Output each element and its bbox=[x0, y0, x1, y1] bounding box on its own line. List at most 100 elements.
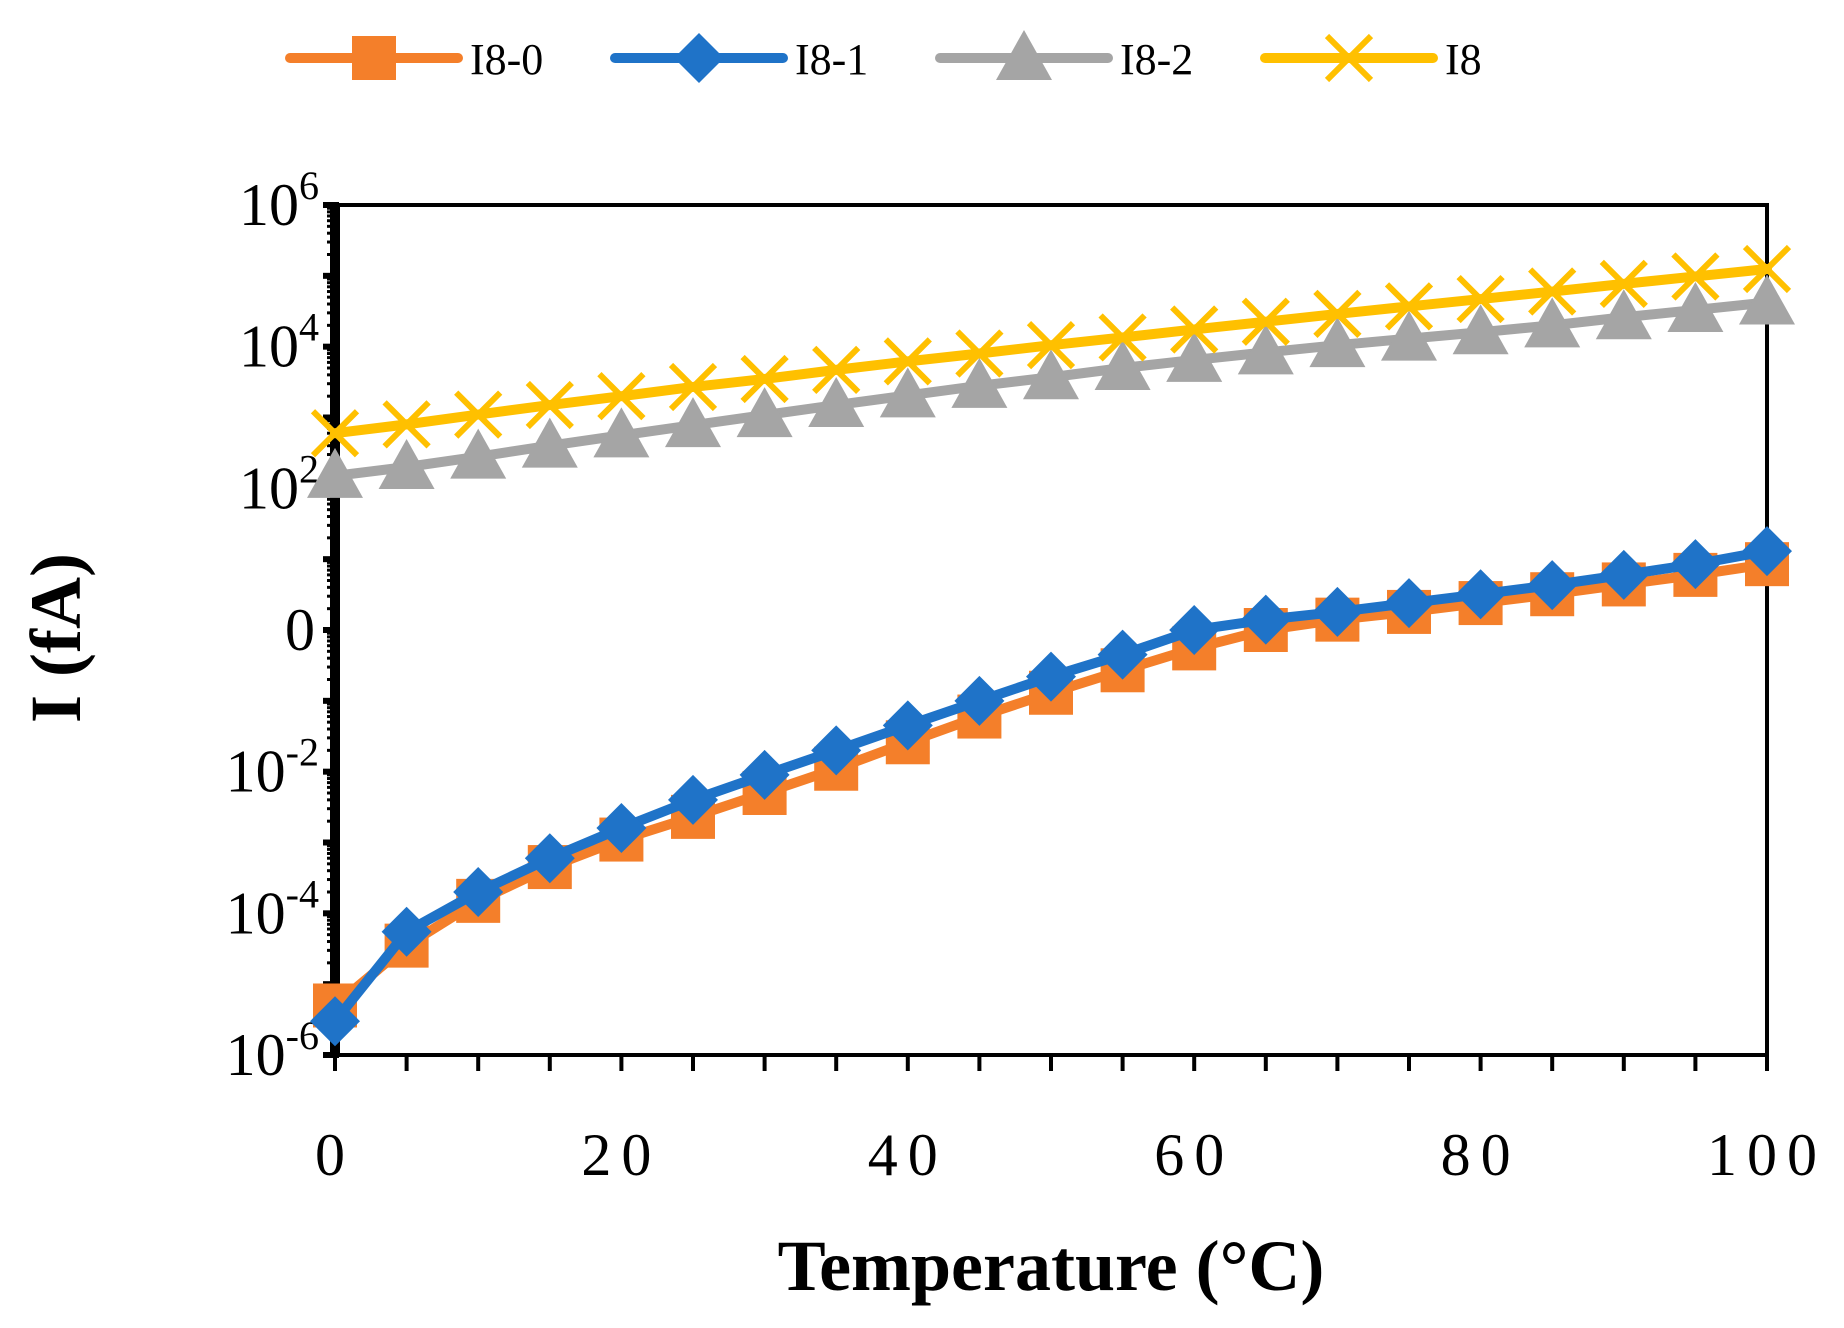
data-point bbox=[593, 407, 650, 458]
data-point bbox=[1671, 252, 1720, 301]
y-tick-label: 0 bbox=[285, 597, 315, 663]
legend-item-i8: I8 bbox=[1260, 33, 1482, 84]
data-point bbox=[882, 700, 933, 751]
legend-swatch-marker bbox=[674, 33, 724, 83]
data-point bbox=[524, 833, 575, 884]
data-point bbox=[739, 749, 790, 800]
data-point bbox=[1452, 304, 1509, 355]
data-point bbox=[310, 409, 360, 458]
data-point bbox=[1739, 274, 1795, 325]
y-tick-label: 102 bbox=[239, 446, 319, 521]
data-point bbox=[1026, 651, 1076, 702]
data-point bbox=[450, 428, 507, 479]
y-axis-title: I (fA) bbox=[16, 553, 96, 723]
legend-item-i8-0: I8-0 bbox=[285, 35, 543, 84]
data-point bbox=[1026, 321, 1076, 370]
series-i8-0 bbox=[313, 542, 1789, 1028]
data-point bbox=[1241, 297, 1290, 346]
data-point bbox=[883, 337, 932, 386]
data-point bbox=[1598, 549, 1649, 600]
legend-swatch-marker bbox=[996, 30, 1052, 80]
y-tick-label: 106 bbox=[239, 163, 319, 238]
data-point bbox=[1595, 289, 1652, 340]
data-point bbox=[1384, 282, 1434, 331]
legend-item-i8-2: I8-2 bbox=[935, 30, 1193, 84]
data-point bbox=[1166, 331, 1223, 382]
data-point bbox=[1456, 274, 1505, 324]
data-point bbox=[808, 377, 865, 428]
series-group bbox=[307, 244, 1795, 1047]
legend-label: I8-0 bbox=[470, 35, 543, 84]
data-point bbox=[668, 774, 718, 825]
data-point bbox=[454, 390, 503, 439]
y-tick-label: 10-4 bbox=[226, 871, 319, 946]
data-point bbox=[740, 354, 789, 404]
y-tick-label: 104 bbox=[239, 305, 319, 380]
data-point bbox=[1312, 586, 1363, 637]
data-point bbox=[1237, 324, 1294, 375]
data-point bbox=[453, 867, 504, 918]
data-point bbox=[951, 357, 1008, 408]
legend-label: I8-2 bbox=[1120, 35, 1193, 84]
data-point bbox=[1524, 297, 1581, 348]
legend-swatch-marker bbox=[352, 36, 396, 80]
data-point bbox=[521, 417, 578, 468]
data-point bbox=[879, 367, 936, 418]
data-point bbox=[1455, 569, 1506, 620]
x-tick-label: 20 bbox=[581, 1122, 661, 1188]
data-point bbox=[1309, 317, 1366, 368]
series-i8 bbox=[310, 244, 1792, 458]
legend-label: I8 bbox=[1445, 35, 1482, 84]
data-point bbox=[1527, 560, 1578, 611]
data-point bbox=[954, 675, 1005, 726]
x-tick-label: 100 bbox=[1707, 1122, 1827, 1188]
legend-item-i8-1: I8-1 bbox=[610, 33, 868, 84]
data-point bbox=[1742, 244, 1792, 294]
data-point bbox=[1528, 267, 1577, 316]
data-point bbox=[1384, 578, 1434, 629]
legend-swatch-marker bbox=[1324, 33, 1374, 83]
data-point bbox=[1098, 313, 1147, 362]
data-point bbox=[1670, 539, 1721, 590]
data-point bbox=[736, 387, 793, 438]
series-line bbox=[330, 559, 1772, 1011]
series-i8-1 bbox=[310, 526, 1792, 1047]
data-point bbox=[668, 362, 718, 412]
data-point bbox=[1313, 289, 1362, 339]
data-point bbox=[525, 380, 574, 430]
data-point bbox=[1240, 594, 1291, 645]
data-point bbox=[1023, 349, 1079, 400]
data-point bbox=[1170, 305, 1219, 354]
data-point bbox=[596, 803, 647, 854]
data-point bbox=[811, 725, 862, 776]
data-point bbox=[812, 345, 861, 395]
series-line bbox=[330, 546, 1772, 1027]
legend-label: I8-1 bbox=[795, 35, 868, 84]
x-tick-label: 60 bbox=[1154, 1122, 1234, 1188]
data-point bbox=[1169, 605, 1220, 655]
data-point bbox=[665, 397, 721, 448]
data-point bbox=[310, 996, 360, 1047]
y-tick-label: 10-6 bbox=[226, 1013, 319, 1088]
data-point bbox=[1599, 259, 1648, 308]
axes: 106 104 102 0 10-2 10-4 10-6 0 20 40 60 80 100 bbox=[226, 163, 1827, 1188]
data-point bbox=[378, 439, 435, 490]
data-point bbox=[307, 447, 363, 498]
x-tick-label: 40 bbox=[868, 1122, 948, 1188]
x-tick-label: 80 bbox=[1441, 1122, 1521, 1188]
data-point bbox=[1742, 526, 1792, 577]
data-point bbox=[1097, 629, 1148, 680]
data-point bbox=[382, 400, 431, 449]
data-point bbox=[955, 329, 1004, 378]
data-point bbox=[1667, 281, 1724, 332]
y-tick-label: 10-2 bbox=[226, 730, 319, 805]
data-point bbox=[1381, 310, 1437, 361]
data-point bbox=[597, 372, 646, 421]
legend: I8-0 I8-1 I8-2 I8 bbox=[285, 30, 1482, 84]
data-point bbox=[381, 906, 432, 957]
x-tick-label: 0 bbox=[315, 1122, 355, 1188]
data-point bbox=[1094, 339, 1151, 390]
x-axis-title: Temperature (°C) bbox=[778, 1226, 1325, 1306]
series-i8-2 bbox=[307, 274, 1795, 498]
